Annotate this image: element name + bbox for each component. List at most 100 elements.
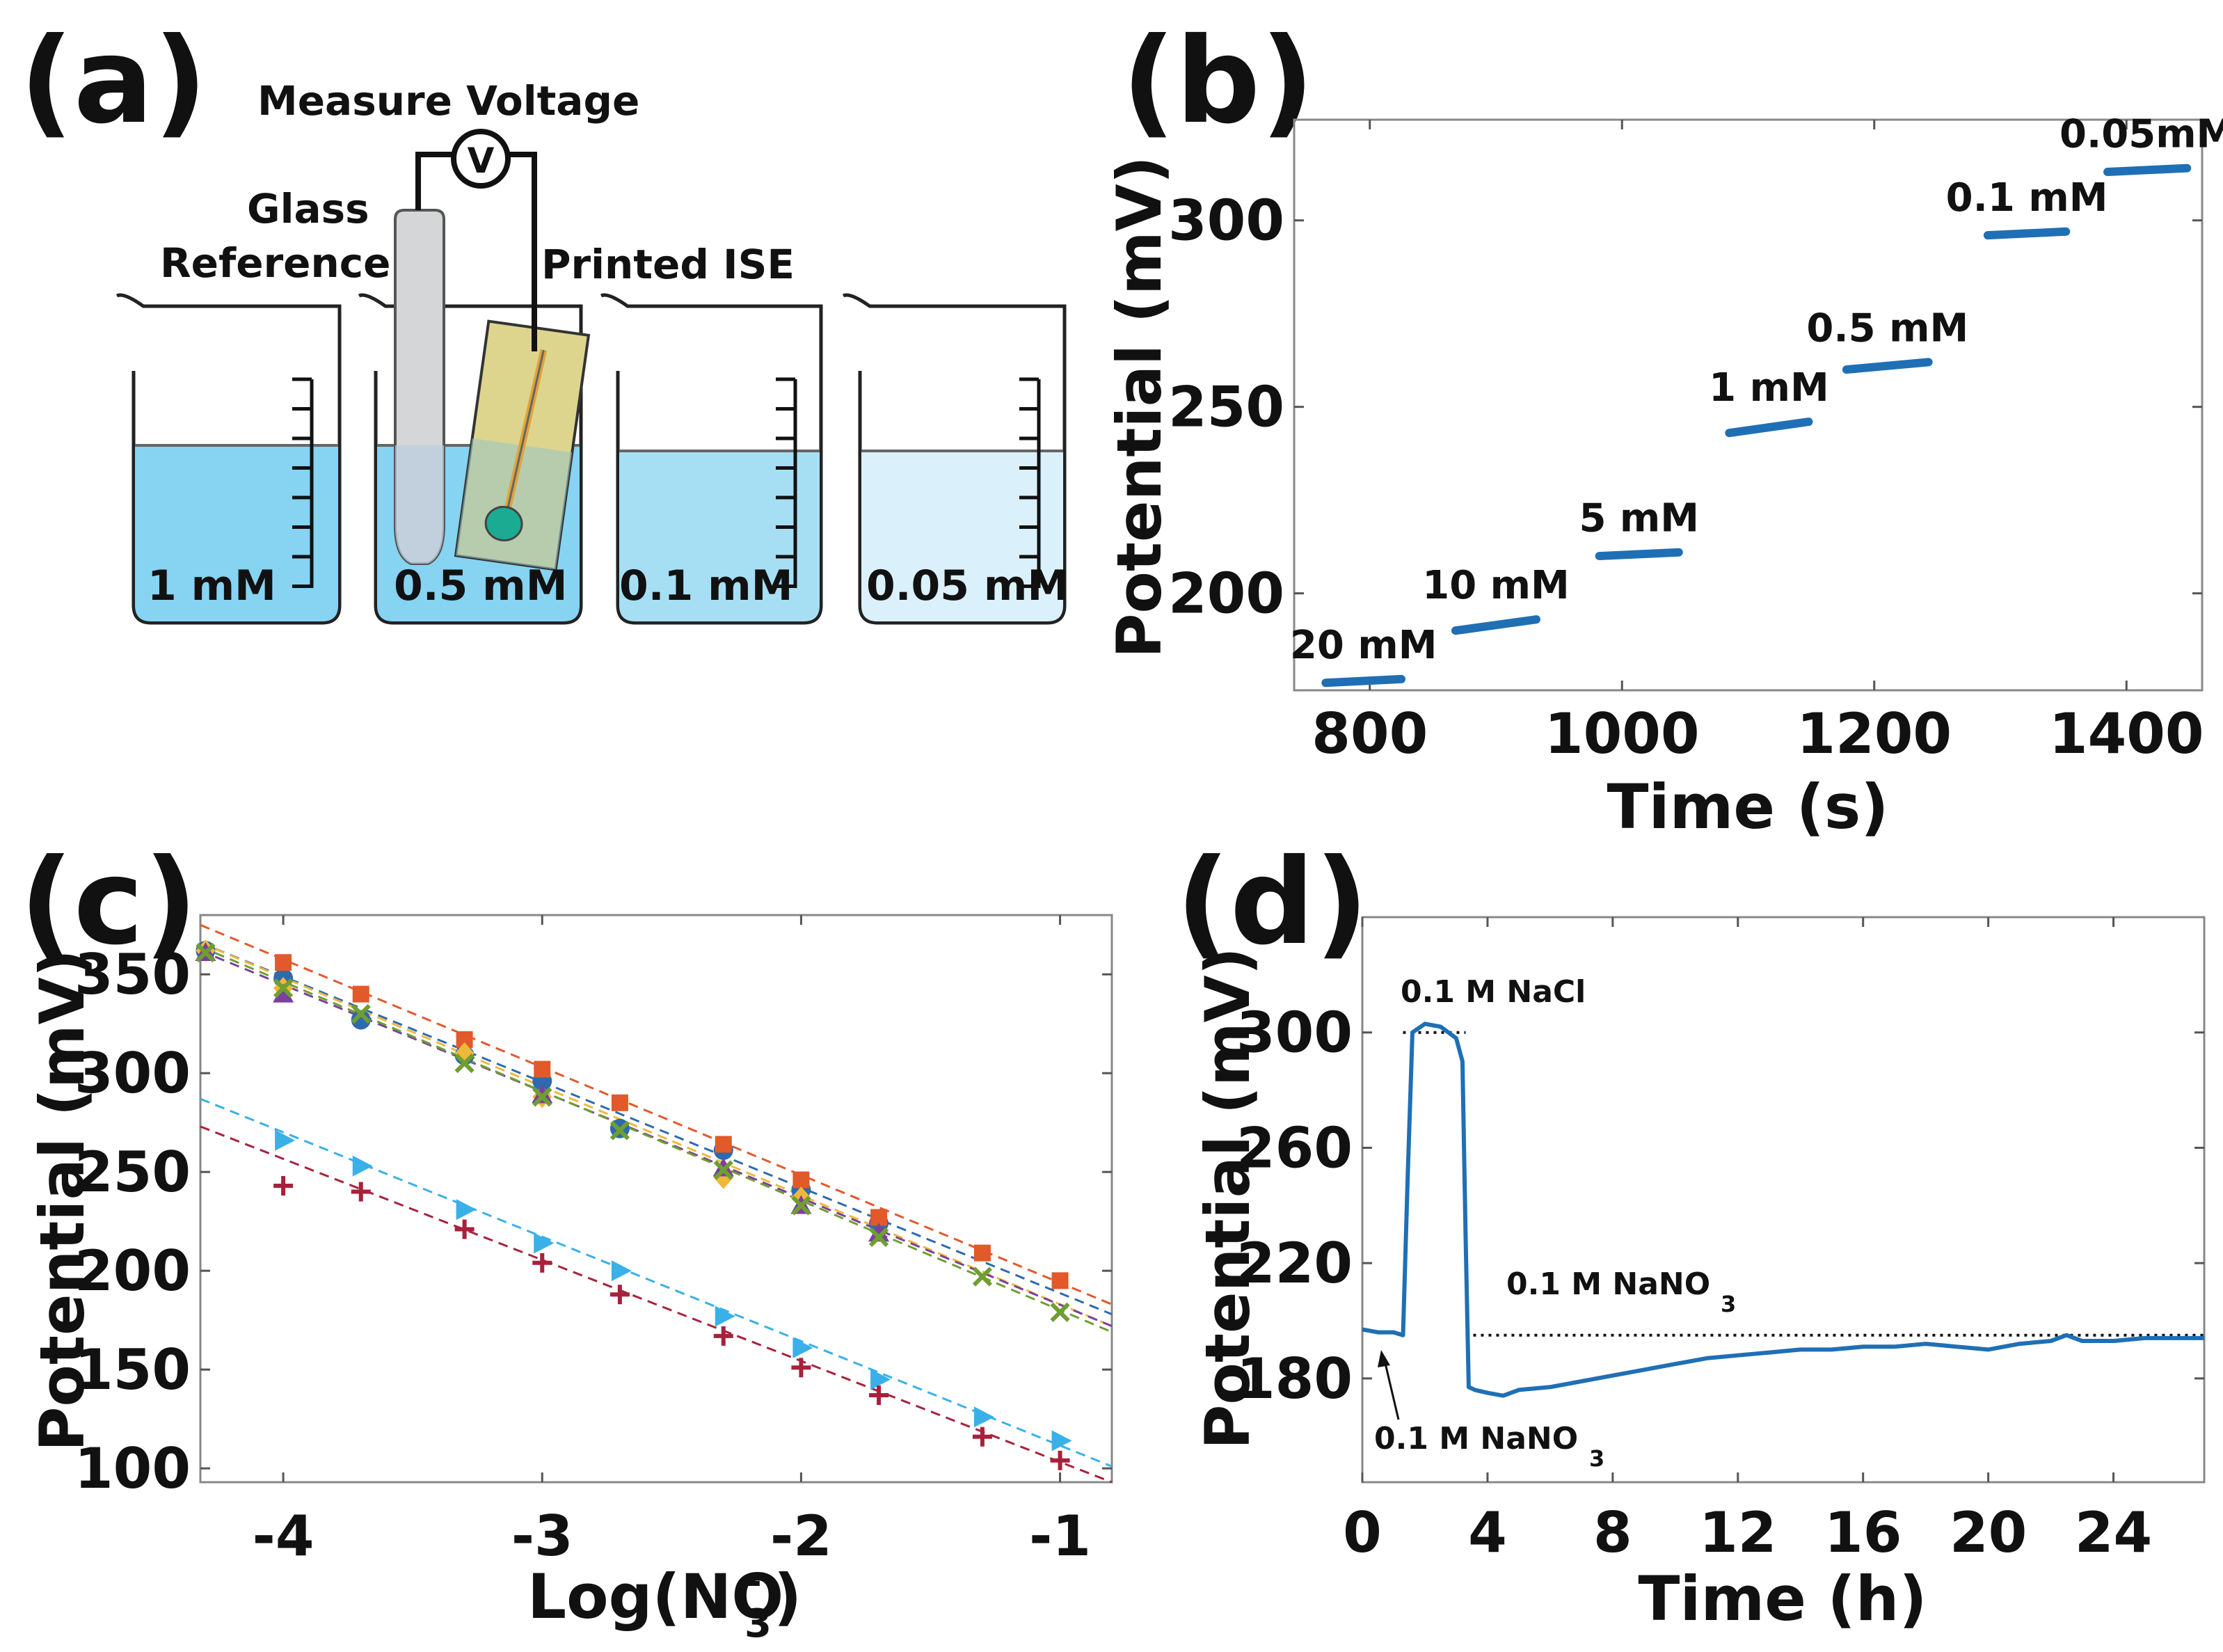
printed-ise [454, 319, 591, 571]
annotation-nano3-top: 0.1 M NaNO [1506, 1266, 1710, 1302]
panel-a-letter: (a) [19, 13, 207, 150]
panel-c-letter: (c) [19, 834, 198, 971]
x-tick-label: 8 [1593, 1500, 1632, 1565]
y-tick-label: 180 [1236, 1347, 1353, 1411]
segment-label: 5 mM [1579, 496, 1699, 541]
chart-c-fit-lines [200, 923, 1113, 1484]
marker-x [609, 1120, 630, 1141]
x-tick-label: 24 [2075, 1500, 2152, 1565]
solution-1mM [135, 445, 338, 621]
beaker-label-3: 0.1 mM [619, 562, 792, 610]
y-tick-label: 250 [74, 1140, 191, 1205]
chart-c-points [195, 939, 1072, 1470]
marker-x-stroke [532, 1087, 552, 1107]
wire-reference [415, 152, 452, 210]
marker-x-stroke [791, 1196, 811, 1216]
chart-c-xlabel-sub: 3 [744, 1601, 772, 1646]
marker-x-stroke [609, 1120, 630, 1141]
marker-x [273, 978, 294, 999]
segment-label: 0.05mM [2059, 112, 2223, 157]
marker-triangle-right [792, 1337, 813, 1358]
marker-x-stroke [868, 1227, 889, 1247]
marker-plus [351, 1182, 371, 1202]
x-tick-label: 12 [1699, 1500, 1776, 1565]
marker-x [532, 1087, 552, 1107]
wire-ise [509, 152, 537, 351]
panel-d: (d) 0 4 8 12 16 20 24 180 220 260 300 Time (h) Pot… [1176, 834, 2206, 1635]
marker-square [611, 1094, 628, 1111]
potential-segment [1842, 358, 1933, 374]
chart-d-frame [1361, 916, 2206, 1484]
chart-c-ticks: -4 -3 -2 -1 100 150 200 250 300 350 [74, 915, 1112, 1568]
potential-segment [1595, 548, 1683, 561]
marker-triangle-right [870, 1369, 891, 1390]
y-tick-label: 250 [1168, 375, 1284, 440]
annotation-nacl: 0.1 M NaCl [1401, 974, 1586, 1010]
marker-square [792, 1171, 810, 1189]
marker-x-stroke [1050, 1302, 1070, 1322]
marker-triangle-up [273, 983, 294, 1003]
ise-sensing-tip [484, 505, 523, 542]
marker-plus [1050, 1450, 1070, 1470]
y-tick-label: 100 [74, 1436, 191, 1501]
panel-d-letter: (d) [1176, 834, 1369, 971]
measure-voltage-label: Measure Voltage [257, 77, 639, 125]
marker-x [972, 1266, 993, 1287]
marker-x [713, 1160, 733, 1180]
marker-x-stroke [351, 1003, 371, 1024]
marker-x [196, 942, 216, 963]
marker-triangle-right [715, 1305, 735, 1327]
segment-label: 0.5 mM [1806, 305, 1968, 351]
beaker-3 [600, 293, 823, 625]
chart-c-frame [199, 914, 1113, 1484]
y-tick-label: 350 [74, 942, 191, 1007]
beaker-scales [292, 377, 1041, 588]
marker-triangle-right [973, 1406, 994, 1428]
chart-b-ticks: 800 1000 1200 1400 200 250 300 [1168, 120, 2204, 766]
marker-triangle-up [712, 1157, 734, 1177]
potential-segment [1983, 227, 2071, 240]
fit-line [200, 946, 1113, 1333]
fit-line [200, 923, 1113, 1305]
chart-d-ylabel: Potential (mV) [1192, 947, 1264, 1450]
marker-circle [351, 1010, 371, 1030]
y-tick-label: 200 [74, 1239, 191, 1303]
marker-triangle-up [868, 1223, 890, 1242]
annotation-nano3-top-sub: 3 [1721, 1291, 1736, 1317]
x-tick-label: 4 [1468, 1500, 1507, 1565]
marker-triangle-right [1051, 1430, 1072, 1452]
chart-d-xlabel: Time (h) [1638, 1563, 1927, 1635]
panel-c: (c) -4 -3 -2 -1 100 150 200 250 300 350 Potential… [19, 834, 1113, 1646]
x-tick-label: -2 [770, 1504, 832, 1568]
marker-square [973, 1244, 991, 1262]
marker-triangle-right [611, 1260, 632, 1282]
beaker-label-2: 0.5 mM [394, 562, 567, 610]
marker-triangle-right [275, 1129, 296, 1151]
y-tick-label: 220 [1236, 1231, 1353, 1296]
fit-line [200, 949, 1113, 1328]
y-tick-label: 300 [1168, 189, 1284, 253]
chart-b-xlabel: Time (s) [1607, 771, 1888, 843]
voltmeter-icon [451, 129, 511, 189]
chart-c-ylabel: Potential (mV) [26, 949, 98, 1452]
y-tick-label: 300 [1236, 1001, 1353, 1065]
marker-triangle-right [352, 1155, 373, 1177]
marker-x-stroke [972, 1266, 993, 1287]
beaker-1 [115, 293, 342, 625]
chart-b-frame [1293, 118, 2204, 692]
chart-b-ylabel: Potential (mV) [1103, 156, 1175, 658]
annotation-arrow [1383, 1360, 1400, 1420]
chart-b-segments: 20 mM 10 mM5 mM 1 mM 0.5 mM 0.1 mM 0.05mM [1290, 112, 2223, 688]
potential-segment [1725, 418, 1813, 438]
marker-x-stroke [273, 978, 294, 999]
marker-x [868, 1227, 889, 1247]
segment-label: 0.1 mM [1946, 175, 2108, 221]
y-tick-label: 300 [74, 1041, 191, 1106]
marker-plus [454, 1219, 475, 1239]
marker-x-stroke [196, 942, 216, 963]
x-tick-label: -4 [253, 1504, 314, 1568]
segment-label: 1 mM [1709, 365, 1829, 411]
marker-plus [791, 1358, 811, 1378]
marker-square [1051, 1272, 1069, 1289]
